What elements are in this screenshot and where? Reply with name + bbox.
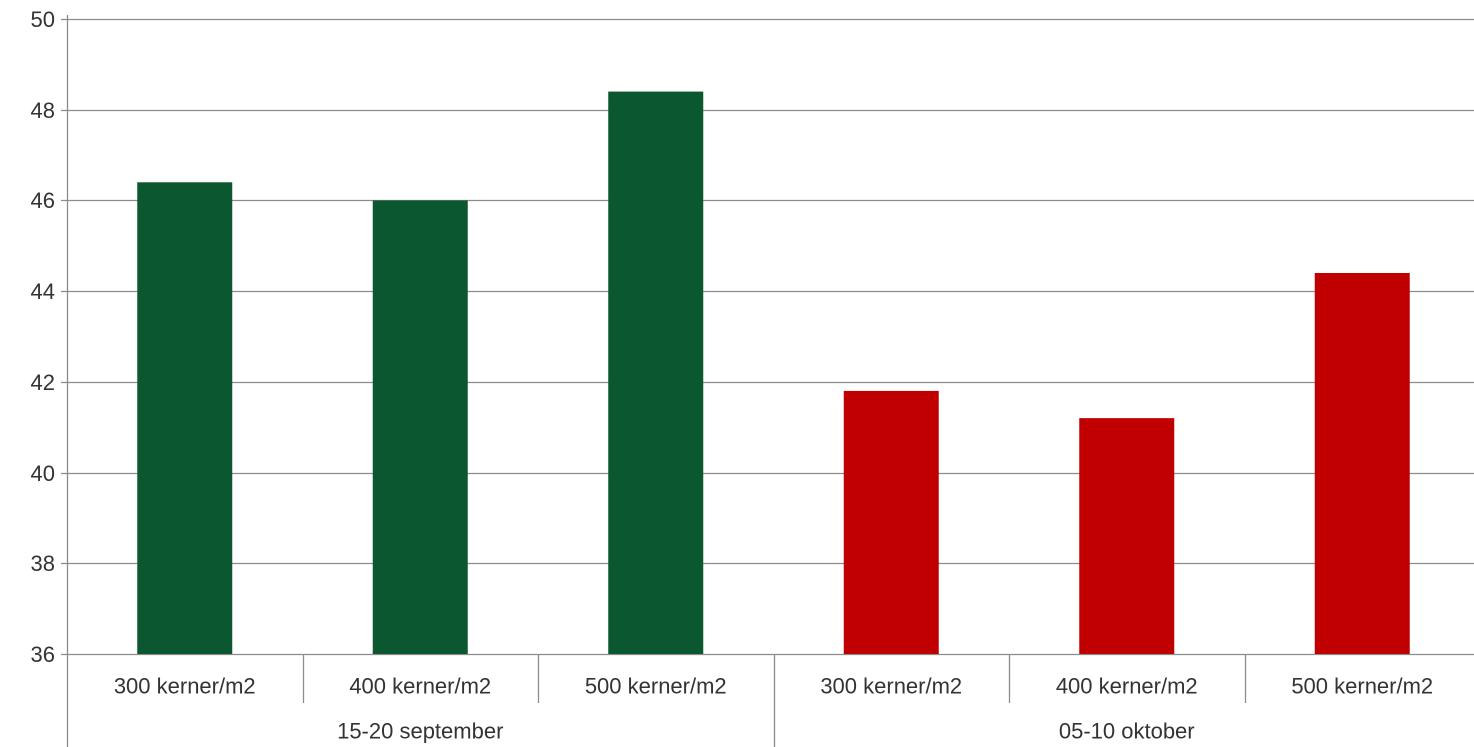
bar-oktober-300 xyxy=(843,390,939,654)
bar-september-500 xyxy=(608,91,704,655)
x-tick-label: 500 kerner/m2 xyxy=(585,674,727,699)
y-tick-label: 38 xyxy=(31,551,55,576)
x-tick-label: 400 kerner/m2 xyxy=(349,674,491,699)
x-tick-label: 400 kerner/m2 xyxy=(1056,674,1198,699)
x-tick-label: 300 kerner/m2 xyxy=(114,674,256,699)
bars xyxy=(137,91,1410,655)
x-tick-label: 300 kerner/m2 xyxy=(820,674,962,699)
y-tick-label: 46 xyxy=(31,188,55,213)
bar-oktober-500 xyxy=(1314,273,1410,654)
y-tick-label: 40 xyxy=(31,461,55,486)
y-tick-label: 36 xyxy=(31,642,55,667)
gridlines xyxy=(61,18,1474,656)
bar-september-400 xyxy=(372,200,468,654)
y-tick-label: 42 xyxy=(31,370,55,395)
group-label-1: 05-10 oktober xyxy=(1059,719,1195,744)
y-tick-label: 44 xyxy=(31,279,55,304)
y-tick-label: 50 xyxy=(31,7,55,32)
bar-oktober-400 xyxy=(1079,418,1175,654)
axes xyxy=(66,15,1247,747)
group-label-0: 15-20 september xyxy=(337,719,503,744)
x-tick-label: 500 kerner/m2 xyxy=(1291,674,1433,699)
labels: 36 38 40 42 44 46 48 50 300 kerner/m2 400 kerner/… xyxy=(31,7,1434,744)
bar-september-300 xyxy=(137,182,233,655)
y-tick-label: 48 xyxy=(31,98,55,123)
